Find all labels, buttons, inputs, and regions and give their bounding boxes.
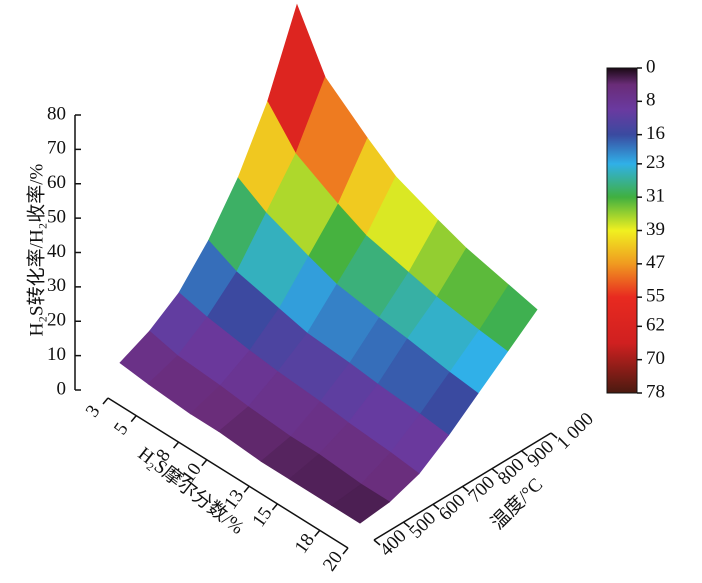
colorbar bbox=[606, 67, 638, 394]
x-tick bbox=[271, 503, 278, 511]
z-tick-label: 10 bbox=[47, 344, 66, 365]
surface bbox=[119, 3, 538, 524]
colorbar-tick-label: 23 bbox=[646, 152, 665, 173]
y-tick-label: 900 bbox=[523, 436, 558, 471]
z-tick-label: 50 bbox=[47, 206, 66, 227]
y-tick bbox=[373, 539, 381, 546]
colorbar-tick-label: 62 bbox=[646, 315, 665, 336]
x-tick-label: 18 bbox=[291, 530, 319, 558]
y-axis-label: 温度/°C bbox=[487, 474, 548, 535]
z-tick-label: 60 bbox=[47, 172, 66, 193]
x-tick bbox=[314, 529, 321, 537]
y-tick-label: 1 000 bbox=[553, 409, 598, 454]
z-tick-label: 40 bbox=[47, 241, 66, 262]
z-axis-label: H₂S转化率/H₂收率/% bbox=[25, 164, 47, 337]
z-tick-label: 80 bbox=[47, 103, 66, 124]
colorbar-tick-label: 47 bbox=[646, 252, 665, 273]
y-tick bbox=[462, 485, 469, 493]
y-tick bbox=[491, 468, 499, 475]
z-tick-label: 20 bbox=[47, 310, 66, 331]
colorbar-tick-label: 0 bbox=[646, 56, 656, 77]
x-tick bbox=[201, 459, 208, 467]
y-tick bbox=[550, 432, 558, 439]
x-tick bbox=[102, 397, 109, 405]
x-tick bbox=[130, 415, 137, 423]
z-tick-label: 30 bbox=[47, 275, 66, 296]
colorbar-tick-label: 31 bbox=[646, 186, 665, 207]
x-tick-label: 15 bbox=[248, 503, 276, 531]
colorbar-tick-label: 70 bbox=[646, 348, 665, 369]
colorbar-tick-label: 55 bbox=[646, 286, 665, 307]
y-tick-label: 500 bbox=[405, 508, 440, 543]
y-tick bbox=[403, 521, 410, 528]
x-axis bbox=[107, 397, 349, 549]
colorbar-tick-label: 39 bbox=[646, 219, 665, 240]
surface-cell bbox=[331, 483, 391, 524]
z-tick-label: 70 bbox=[47, 138, 66, 159]
x-tick bbox=[243, 485, 250, 493]
z-tick-label: 0 bbox=[57, 378, 67, 399]
y-tick-label: 600 bbox=[435, 490, 470, 525]
x-tick bbox=[173, 441, 180, 449]
y-tick-label: 400 bbox=[376, 526, 411, 561]
colorbar-tick-label: 16 bbox=[646, 123, 665, 144]
x-tick-label: 3 bbox=[82, 401, 105, 421]
y-tick bbox=[432, 503, 440, 510]
x-tick bbox=[342, 547, 349, 555]
colorbar-tick-label: 78 bbox=[646, 381, 665, 402]
y-tick bbox=[521, 450, 528, 457]
y-tick-label: 700 bbox=[464, 472, 499, 507]
x-tick-label: 20 bbox=[319, 548, 347, 576]
colorbar-tick-label: 8 bbox=[646, 90, 656, 111]
x-tick-label: 5 bbox=[110, 419, 133, 439]
